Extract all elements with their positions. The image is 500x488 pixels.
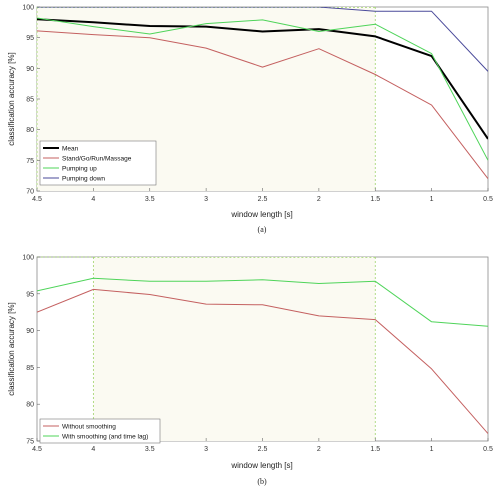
series-line-1 [37,30,488,180]
series-line-0 [37,18,488,140]
x-tick-label: 2.5 [258,196,268,203]
y-axis-a: 70 75 80 85 90 95 100 [22,5,40,196]
legend-entry: Without smoothing [62,423,116,430]
x-tick-label: 0.5 [483,196,493,203]
legend-entry: Pumping up [62,165,97,172]
series-line-2 [37,17,488,161]
x-axis-label-a: window length [s] [230,210,292,219]
legend-box [39,140,157,186]
x-axis-b: 4.5 4 3.5 3 2.5 2 1.5 1 0.5 [32,438,493,453]
y-tick-label: 75 [26,158,34,165]
legend-entry: With smoothing (and time lag) [62,433,148,440]
x-tick-label: 4 [91,196,95,203]
series-group-a [37,7,488,180]
y-tick-label: 85 [26,365,34,372]
x-tick-label: 3 [204,446,208,453]
x-tick-label: 3 [204,196,208,203]
y-tick-label: 95 [26,35,34,42]
series-group-b [37,277,488,434]
chart-panel-b: 75 80 85 90 95 100 4.5 4 3.5 3 2.5 2 1.5 1 0.5 Withou… [7,255,493,487]
y-tick-label: 75 [26,439,34,446]
x-tick-label: 4 [91,446,95,453]
x-tick-label: 3.5 [145,446,155,453]
x-tick-label: 1.5 [370,446,380,453]
legend-b: Without smoothing With smoothing (and tim… [39,418,161,444]
y-tick-label: 95 [26,291,34,298]
y-tick-label: 80 [26,127,34,134]
y-tick-label: 100 [22,255,34,262]
y-tick-label: 70 [26,189,34,196]
y-axis-label-b: classification accuracy [%] [7,302,16,395]
x-axis-label-b: window length [s] [230,461,292,470]
y-tick-label: 80 [26,402,34,409]
x-tick-label: 1 [430,446,434,453]
series-line-1 [37,277,488,327]
legend-box [39,418,161,444]
chart-panel-a: 70 75 80 85 90 95 100 4.5 4 3.5 3 2.5 2 1.5 1 0.5 Mean… [7,5,493,235]
y-axis-label-a: classification accuracy [%] [7,52,16,145]
y-tick-label: 90 [26,66,34,73]
legend-entry: Mean [62,145,79,152]
caption-b: (b) [257,477,267,486]
x-axis-a: 4.5 4 3.5 3 2.5 2 1.5 1 0.5 [32,188,493,203]
x-tick-label: 2 [317,446,321,453]
caption-a: (a) [258,225,267,234]
legend-entry: Pumping down [62,175,105,182]
x-tick-label: 2 [317,196,321,203]
highlight-band [93,257,376,441]
y-tick-label: 90 [26,328,34,335]
series-line-3 [37,7,488,72]
x-tick-label: 3.5 [145,196,155,203]
series-line-0 [37,288,488,434]
x-tick-label: 2.5 [258,446,268,453]
x-tick-label: 4.5 [32,196,42,203]
x-tick-label: 4.5 [32,446,42,453]
legend-a: Mean Stand/Go/Run/Massage Pumping up Pumpin… [39,140,157,186]
x-tick-label: 1.5 [370,196,380,203]
y-tick-label: 85 [26,97,34,104]
y-axis-b: 75 80 85 90 95 100 [22,255,40,446]
x-tick-label: 0.5 [483,446,493,453]
x-tick-label: 1 [430,196,434,203]
highlight-region-b [37,256,376,441]
legend-entry: Stand/Go/Run/Massage [62,155,132,162]
y-tick-label: 100 [22,5,34,12]
